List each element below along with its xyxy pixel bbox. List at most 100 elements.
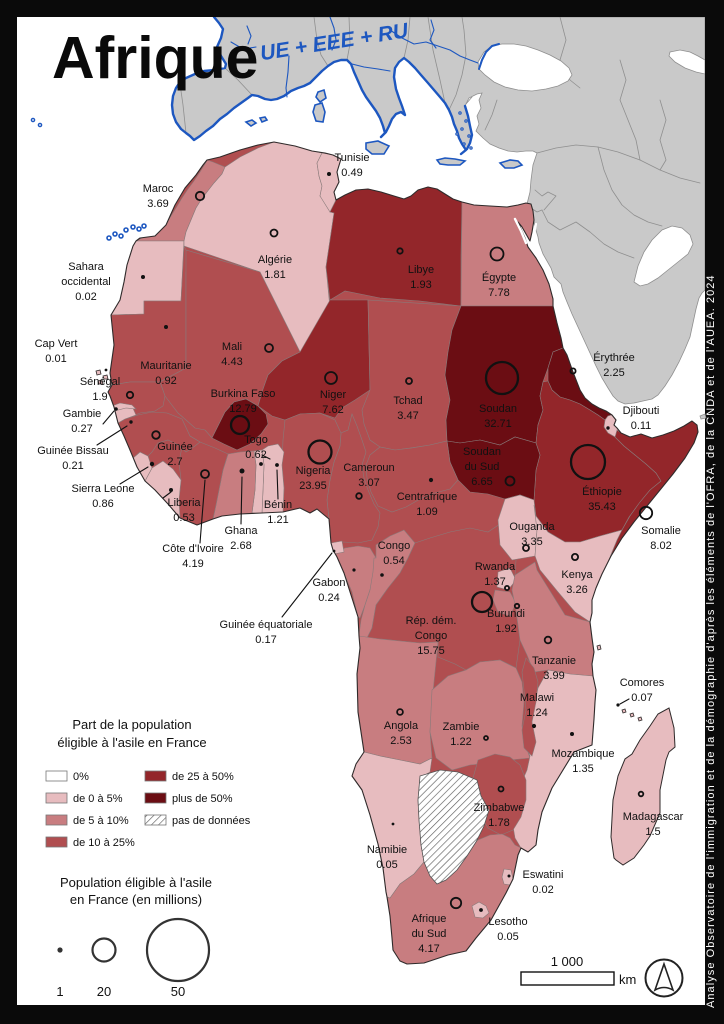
svg-text:Burundi: Burundi (487, 608, 525, 620)
svg-text:1: 1 (56, 984, 63, 999)
svg-text:1.24: 1.24 (526, 707, 547, 719)
svg-text:Gabon: Gabon (312, 577, 345, 589)
svg-text:Nigeria: Nigeria (296, 465, 332, 477)
svg-text:Bénin: Bénin (264, 499, 292, 511)
svg-text:plus de 50%: plus de 50% (172, 793, 233, 805)
svg-text:Algérie: Algérie (258, 254, 292, 266)
svg-text:Sahara: Sahara (68, 261, 104, 273)
svg-text:4.43: 4.43 (221, 356, 242, 368)
svg-text:Égypte: Égypte (482, 271, 516, 284)
svg-text:Somalie: Somalie (641, 525, 681, 537)
svg-text:Togo: Togo (244, 434, 268, 446)
svg-text:3.26: 3.26 (566, 584, 587, 596)
svg-text:1.78: 1.78 (488, 817, 509, 829)
svg-text:0.86: 0.86 (92, 498, 113, 510)
svg-text:0.05: 0.05 (497, 931, 518, 943)
svg-text:12.79: 12.79 (229, 403, 257, 415)
svg-text:Afrique: Afrique (412, 913, 447, 925)
svg-text:8.02: 8.02 (650, 540, 671, 552)
svg-text:50: 50 (171, 984, 185, 999)
svg-text:Part de la population: Part de la population (72, 717, 191, 732)
svg-text:2.7: 2.7 (167, 456, 182, 468)
svg-text:Congo: Congo (415, 630, 447, 642)
svg-text:4.19: 4.19 (182, 558, 203, 570)
svg-text:Congo: Congo (378, 540, 410, 552)
svg-text:0.05: 0.05 (376, 859, 397, 871)
svg-text:0.24: 0.24 (318, 592, 339, 604)
svg-text:de 25 à 50%: de 25 à 50% (172, 771, 234, 783)
svg-text:Mozambique: Mozambique (552, 748, 615, 760)
svg-text:1.5: 1.5 (645, 826, 660, 838)
svg-text:Afrique: Afrique (52, 25, 259, 91)
svg-text:Libye: Libye (408, 264, 434, 276)
svg-text:7.62: 7.62 (322, 404, 343, 416)
svg-text:Namibie: Namibie (367, 844, 407, 856)
svg-text:3.35: 3.35 (521, 536, 542, 548)
svg-text:0.92: 0.92 (155, 375, 176, 387)
svg-text:20: 20 (97, 984, 111, 999)
svg-text:0.27: 0.27 (71, 423, 92, 435)
svg-text:Eswatini: Eswatini (523, 869, 564, 881)
svg-text:15.75: 15.75 (417, 645, 445, 657)
svg-text:35.43: 35.43 (588, 501, 616, 513)
svg-text:1 000: 1 000 (551, 954, 584, 969)
svg-text:Éthiopie: Éthiopie (582, 485, 622, 498)
svg-text:Zimbabwe: Zimbabwe (474, 802, 525, 814)
svg-text:Sénégal: Sénégal (80, 376, 120, 388)
svg-text:Soudan: Soudan (463, 446, 501, 458)
svg-text:0.21: 0.21 (62, 460, 83, 472)
svg-text:Comores: Comores (620, 677, 665, 689)
svg-text:3.69: 3.69 (147, 198, 168, 210)
svg-text:Madagascar: Madagascar (623, 811, 684, 823)
svg-text:2.53: 2.53 (390, 735, 411, 747)
svg-text:en France (en millions): en France (en millions) (70, 892, 202, 907)
svg-text:Gambie: Gambie (63, 408, 102, 420)
svg-text:Cameroun: Cameroun (343, 462, 394, 474)
svg-text:Guinée équatoriale: Guinée équatoriale (220, 619, 313, 631)
svg-text:1.92: 1.92 (495, 623, 516, 635)
svg-text:Malawi: Malawi (520, 692, 554, 704)
svg-text:Ouganda: Ouganda (509, 521, 555, 533)
svg-text:Niger: Niger (320, 389, 347, 401)
svg-text:Côte d'Ivoire: Côte d'Ivoire (162, 543, 223, 555)
svg-text:6.65: 6.65 (471, 476, 492, 488)
svg-text:Tunisie: Tunisie (334, 152, 369, 164)
svg-text:de 10 à 25%: de 10 à 25% (73, 837, 135, 849)
svg-text:Lesotho: Lesotho (488, 916, 527, 928)
svg-text:1.35: 1.35 (572, 763, 593, 775)
svg-text:1.37: 1.37 (484, 576, 505, 588)
svg-text:Ghana: Ghana (224, 525, 258, 537)
svg-text:0.11: 0.11 (631, 420, 652, 432)
svg-text:Djibouti: Djibouti (623, 405, 660, 417)
svg-text:de 5 à 10%: de 5 à 10% (73, 815, 129, 827)
svg-text:Centrafrique: Centrafrique (397, 491, 458, 503)
svg-text:3.07: 3.07 (358, 477, 379, 489)
svg-text:1.21: 1.21 (267, 514, 288, 526)
svg-text:1.09: 1.09 (416, 506, 437, 518)
svg-text:4.17: 4.17 (418, 943, 439, 955)
svg-text:éligible à l'asile en France: éligible à l'asile en France (57, 735, 206, 750)
svg-text:0.49: 0.49 (341, 167, 362, 179)
svg-text:Tanzanie: Tanzanie (532, 655, 576, 667)
svg-text:Rép. dém.: Rép. dém. (406, 615, 457, 627)
svg-text:0.54: 0.54 (383, 555, 404, 567)
svg-text:Liberia: Liberia (167, 497, 201, 509)
svg-text:0.02: 0.02 (75, 291, 96, 303)
svg-text:0.07: 0.07 (631, 692, 652, 704)
svg-text:0.02: 0.02 (532, 884, 553, 896)
svg-text:0.01: 0.01 (45, 353, 66, 365)
svg-text:Mali: Mali (222, 341, 242, 353)
svg-text:Soudan: Soudan (479, 403, 517, 415)
svg-text:Burkina Faso: Burkina Faso (211, 388, 276, 400)
svg-text:Analyse Observatoire de l'immi: Analyse Observatoire de l'immigration et… (705, 274, 717, 1008)
svg-text:Tchad: Tchad (393, 395, 422, 407)
svg-text:3.47: 3.47 (397, 410, 418, 422)
svg-text:Mauritanie: Mauritanie (140, 360, 191, 372)
svg-text:3.99: 3.99 (543, 670, 564, 682)
svg-text:de 0 à 5%: de 0 à 5% (73, 793, 123, 805)
svg-text:Maroc: Maroc (143, 183, 174, 195)
svg-text:du Sud: du Sud (465, 461, 500, 473)
svg-text:7.78: 7.78 (488, 287, 509, 299)
svg-text:2.25: 2.25 (603, 367, 624, 379)
svg-text:du Sud: du Sud (412, 928, 447, 940)
